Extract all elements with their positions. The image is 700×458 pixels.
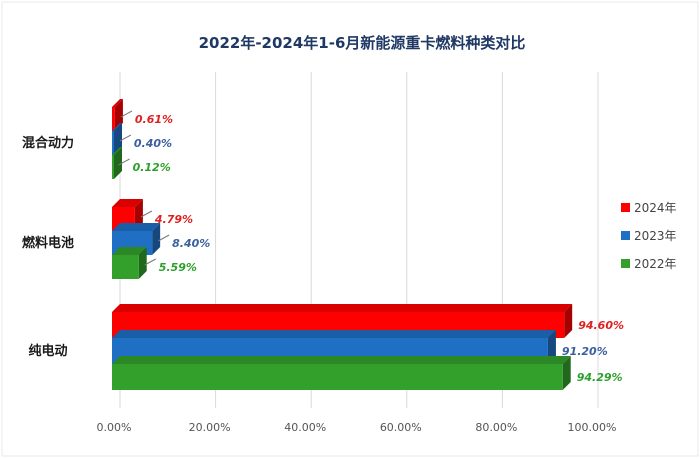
data-label: 94.60% xyxy=(578,319,624,332)
bar xyxy=(112,131,114,155)
data-label: 0.61% xyxy=(135,113,173,126)
data-label-leader xyxy=(118,158,130,166)
category-label: 混合动力 xyxy=(22,135,74,151)
category-label: 纯电动 xyxy=(28,343,67,359)
bar-side-face xyxy=(564,304,573,338)
x-tick-label: 100.00% xyxy=(568,421,617,434)
legend: 2024年 2023年 2022年 xyxy=(621,201,677,271)
bar-side-face xyxy=(152,223,161,255)
data-label: 0.12% xyxy=(133,161,171,174)
bar-top-face xyxy=(112,99,123,107)
bar-side-face xyxy=(138,247,147,279)
bars xyxy=(112,99,573,390)
bar-top-face xyxy=(112,356,571,364)
bar-top-face xyxy=(112,199,143,207)
data-label: 0.40% xyxy=(134,137,172,150)
x-tick-label: 40.00% xyxy=(284,421,326,434)
bar xyxy=(112,155,114,179)
bar-side-face xyxy=(562,356,571,390)
bar-side-face xyxy=(547,330,556,364)
data-label: 5.59% xyxy=(159,261,197,274)
data-label-leader xyxy=(144,258,156,266)
bar xyxy=(112,255,139,279)
chart-title: 2022年-2024年1-6月新能源重卡燃料种类对比 xyxy=(199,34,526,52)
x-axis-ticks: 0.00% 20.00% 40.00% 60.00% 80.00% 100.00% xyxy=(97,421,617,434)
legend-label: 2022年 xyxy=(634,257,677,271)
data-label: 94.29% xyxy=(577,371,623,384)
x-tick-label: 0.00% xyxy=(97,421,132,434)
data-label-leader xyxy=(157,234,170,242)
bar-top-face xyxy=(112,247,147,255)
legend-swatch xyxy=(621,231,630,240)
data-label: 4.79% xyxy=(154,213,193,226)
data-label: 91.20% xyxy=(562,345,608,358)
x-tick-label: 20.00% xyxy=(189,421,231,434)
legend-swatch xyxy=(621,203,630,212)
data-label: 8.40% xyxy=(172,237,210,250)
legend-label: 2023年 xyxy=(634,229,677,243)
data-label-leader xyxy=(140,210,153,218)
data-labels: 0.61% 0.40% 0.12% 4.79% 8.40% 5.59% 94.60% 91.2… xyxy=(118,110,624,384)
bar-top-face xyxy=(112,330,556,338)
category-label: 燃料电池 xyxy=(22,235,74,251)
data-label-leader xyxy=(120,110,133,118)
legend-label: 2024年 xyxy=(634,201,677,215)
bar xyxy=(112,364,563,390)
bar xyxy=(112,107,115,131)
data-label-leader xyxy=(119,134,132,142)
bar-side-face xyxy=(114,147,122,179)
bar-top-face xyxy=(112,123,122,131)
x-tick-label: 60.00% xyxy=(380,421,422,434)
bar-top-face xyxy=(112,223,161,231)
bar-top-face xyxy=(112,147,122,155)
x-tick-label: 80.00% xyxy=(475,421,517,434)
legend-swatch xyxy=(621,259,630,268)
bar-top-face xyxy=(112,304,573,312)
